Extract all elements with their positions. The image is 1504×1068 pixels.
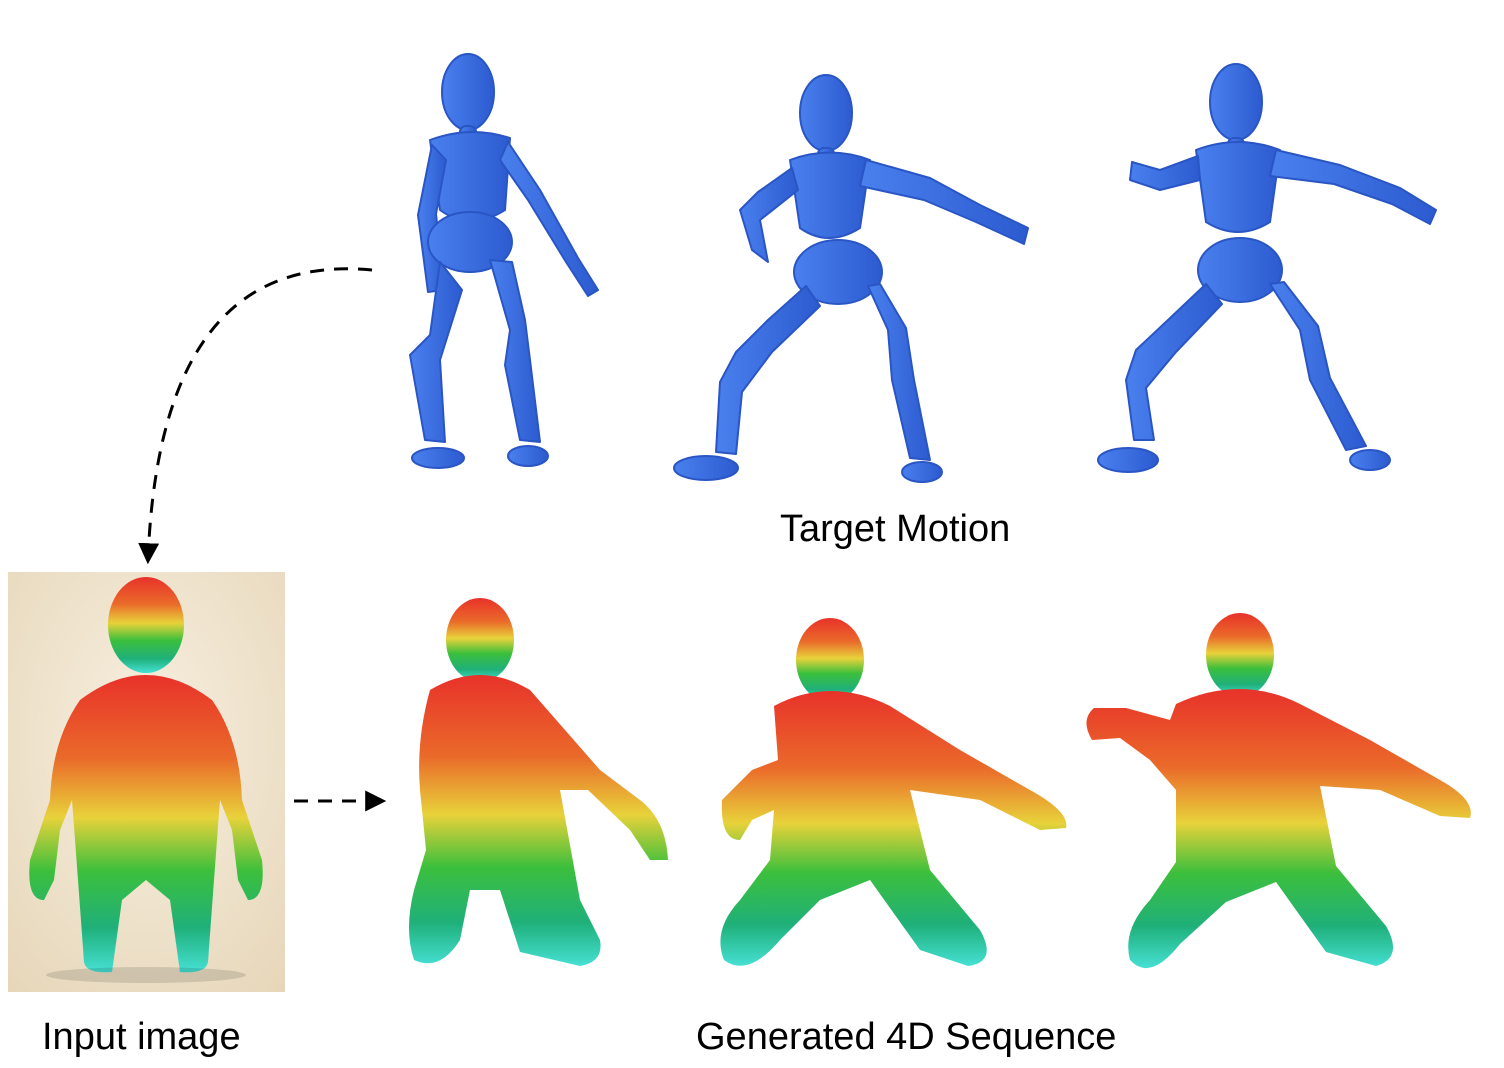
generated-figure-3 [1086,613,1471,969]
target-motion-caption: Target Motion [780,508,1011,550]
input-image [8,572,285,992]
dashed-arrow-icon [138,267,373,565]
mannequin-pose-1 [409,53,599,469]
generated-figure-2 [720,618,1067,966]
input-image-caption: Input image [42,1016,241,1058]
generated-figure-1 [409,598,668,966]
generated-sequence-caption: Generated 4D Sequence [696,1016,1117,1058]
gradient-figure-icon [29,577,263,973]
mannequin-pose-2 [673,74,1029,483]
mannequin-pose-3 [1097,63,1437,473]
